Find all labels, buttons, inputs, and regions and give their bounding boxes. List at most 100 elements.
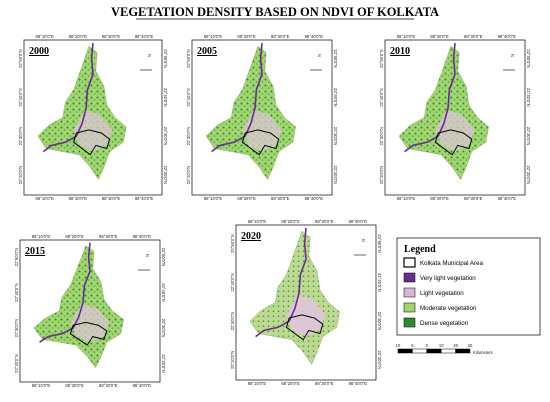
lon-label: 88°20'0"E xyxy=(237,34,256,39)
lat-label: 22°40'0"N xyxy=(161,283,166,302)
lon-label: 88°10'0"E xyxy=(35,34,54,39)
municipal-boundary xyxy=(434,129,473,156)
lat-label: 22°20'0"N xyxy=(333,166,338,185)
lon-label: 88°40'0"E xyxy=(133,234,152,239)
north-label: N xyxy=(510,54,515,57)
lon-label: 88°40'0"E xyxy=(305,196,324,201)
lat-label: 22°30'0"N xyxy=(379,127,384,146)
north-label: N xyxy=(361,239,366,242)
lat-label: 22°20'0"N xyxy=(161,354,166,373)
legend-swatch xyxy=(403,317,416,328)
river xyxy=(42,43,94,153)
municipal-boundary xyxy=(69,321,108,346)
lon-label: 88°10'0"E xyxy=(397,196,416,201)
north-label: N xyxy=(147,54,152,57)
scale-tick-label: 10 xyxy=(396,343,401,348)
lat-label: 22°50'0"N xyxy=(379,49,384,68)
scale-unit: Kilometers xyxy=(473,350,493,355)
panel-year: 2010 xyxy=(390,46,410,57)
lat-label: 22°40'0"N xyxy=(333,88,338,107)
lon-label: 88°30'0"E xyxy=(102,34,121,39)
lon-label: 88°20'0"E xyxy=(237,196,256,201)
map-panel: 2000 N 88°10'0"E 88°10'0"E 88°20'0"E 88°20'0"… xyxy=(18,34,168,201)
legend-label: Kolkata Municipal Area xyxy=(420,260,483,267)
scale-segment xyxy=(412,348,428,354)
legend-swatch xyxy=(403,272,416,283)
lon-label: 88°30'0"E xyxy=(315,381,334,386)
lat-label: 22°50'0"N xyxy=(18,49,23,68)
lon-label: 88°10'0"E xyxy=(397,34,416,39)
north-label: N xyxy=(145,254,150,257)
lat-label: 22°50'0"N xyxy=(163,49,168,68)
lon-label: 88°10'0"E xyxy=(32,234,51,239)
municipal-boundary xyxy=(285,314,324,341)
lat-label: 22°20'0"N xyxy=(377,351,382,370)
lat-label: 22°40'0"N xyxy=(18,88,23,107)
lon-label: 88°40'0"E xyxy=(349,219,368,224)
lon-label: 88°40'0"E xyxy=(135,196,154,201)
lon-label: 88°30'0"E xyxy=(464,196,483,201)
lon-label: 88°40'0"E xyxy=(498,34,517,39)
lat-label: 22°20'0"N xyxy=(230,351,235,370)
lon-label: 88°30'0"E xyxy=(99,234,118,239)
panel-year: 2000 xyxy=(29,46,49,57)
legend-box xyxy=(396,237,541,336)
municipal-boundary xyxy=(73,129,111,156)
lat-label: 22°50'0"N xyxy=(230,234,235,253)
lat-label: 22°50'0"N xyxy=(333,49,338,68)
scale-segment xyxy=(397,348,413,354)
panel-year: 2020 xyxy=(241,231,261,242)
lon-label: 88°30'0"E xyxy=(271,196,290,201)
lat-label: 22°40'0"N xyxy=(163,88,168,107)
lat-label: 22°50'0"N xyxy=(186,49,191,68)
map-panel: 2020 N 88°10'0"E 88°10'0"E 88°20'0"E 88°20'0"… xyxy=(230,219,382,386)
lon-label: 88°40'0"E xyxy=(135,34,154,39)
lat-label: 22°20'0"N xyxy=(379,166,384,185)
lon-label: 88°10'0"E xyxy=(32,383,51,388)
lat-label: 22°20'0"N xyxy=(14,354,19,373)
lat-label: 22°50'0"N xyxy=(161,248,166,267)
river xyxy=(211,43,263,153)
lon-label: 88°30'0"E xyxy=(464,34,483,39)
panel-year: 2005 xyxy=(197,46,217,57)
lon-label: 88°10'0"E xyxy=(204,34,223,39)
lon-label: 88°30'0"E xyxy=(99,383,118,388)
scale-tick-label: 5 xyxy=(411,343,414,348)
lon-label: 88°10'0"E xyxy=(35,196,54,201)
lon-label: 88°40'0"E xyxy=(133,383,152,388)
scale-tick-label: 30 xyxy=(468,343,473,348)
lat-label: 22°30'0"N xyxy=(230,312,235,331)
lon-label: 88°20'0"E xyxy=(281,219,300,224)
lat-label: 22°30'0"N xyxy=(377,312,382,331)
legend: Legend Kolkata Municipal Area Very light v… xyxy=(396,237,541,336)
lon-label: 88°20'0"E xyxy=(430,34,449,39)
legend-label: Very light vegetation xyxy=(420,275,476,282)
scale-segment xyxy=(440,348,456,354)
lat-label: 22°40'0"N xyxy=(377,273,382,292)
scale-tick-label: 20 xyxy=(453,343,458,348)
legend-title: Legend xyxy=(404,244,436,255)
lat-label: 22°40'0"N xyxy=(186,88,191,107)
lat-label: 22°30'0"N xyxy=(18,127,23,146)
lon-label: 88°20'0"E xyxy=(69,34,88,39)
lat-label: 22°40'0"N xyxy=(230,273,235,292)
lat-label: 22°40'0"N xyxy=(526,88,531,107)
lon-label: 88°10'0"E xyxy=(204,196,223,201)
lat-label: 22°50'0"N xyxy=(14,248,19,267)
lon-label: 88°20'0"E xyxy=(281,381,300,386)
lat-label: 22°20'0"N xyxy=(163,166,168,185)
lon-label: 88°30'0"E xyxy=(315,219,334,224)
lat-label: 22°30'0"N xyxy=(186,127,191,146)
river xyxy=(39,242,91,343)
lat-label: 22°30'0"N xyxy=(333,127,338,146)
lat-label: 22°40'0"N xyxy=(14,283,19,302)
north-label: N xyxy=(317,54,322,57)
lon-label: 88°40'0"E xyxy=(305,34,324,39)
lon-label: 88°20'0"E xyxy=(65,383,84,388)
scale-tick-label: 10 xyxy=(439,343,444,348)
lat-label: 22°50'0"N xyxy=(377,234,382,253)
lat-label: 22°30'0"N xyxy=(161,319,166,338)
legend-label: Moderate vegetation xyxy=(420,305,477,312)
